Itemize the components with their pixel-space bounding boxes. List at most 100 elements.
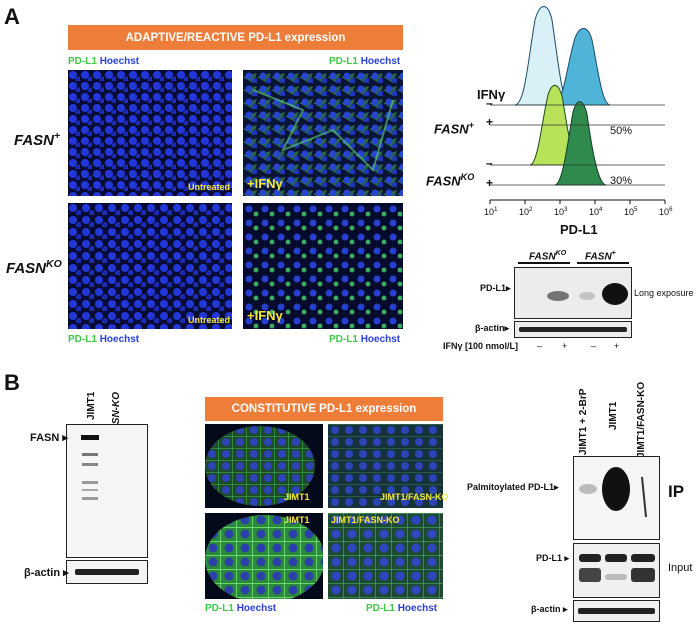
wb-lane-3: – (591, 341, 597, 351)
ip-pdl1-label: PD-L1 ▸ (536, 553, 570, 563)
band-palm-lane2 (602, 467, 630, 511)
row2-label-text: FASN (6, 260, 47, 277)
row-label-fasn-plus: FASN+ (14, 130, 60, 149)
flow-pct-50: 50% (610, 125, 633, 137)
micrograph-jimt1-bottom (205, 513, 323, 599)
stain-blue: Hoechst (236, 603, 277, 614)
wb-group-ko: FASNKO (529, 250, 567, 263)
label-untreated-2: Untreated (188, 315, 231, 325)
tile-label-2: JIMT1/FASN-KO (380, 492, 449, 502)
tick-label-4: 104 (589, 206, 603, 217)
row-label-fasn-ko: FASNKO (6, 258, 62, 277)
flow-pct-30: 30% (610, 175, 633, 187)
wb-lane-1: – (537, 341, 543, 351)
tick-label-6: 106 (659, 206, 673, 217)
stain-green: PD-L1 (68, 334, 97, 345)
wb-left-lane-jimt1: JIMT1 (86, 391, 97, 420)
tile-label-1: JIMT1 (284, 492, 310, 502)
flow-fasn-plus-text: FASN (434, 121, 469, 137)
stain-blue: Hoechst (360, 56, 401, 67)
wb-underline-1 (518, 262, 570, 264)
stain-green: PD-L1 (329, 56, 358, 67)
flow-plus-2: + (486, 176, 494, 190)
ip-input-label: Input (668, 562, 693, 574)
ip-lane-1: JIMT1 + 2-BrP (578, 388, 589, 455)
tick-label-5: 105 (624, 206, 638, 217)
stain-label-top-right: PD-L1 Hoechst (329, 56, 400, 67)
flow-fasn-ko-sup: KO (460, 172, 475, 182)
flow-cytometry-histogram (430, 0, 690, 225)
row2-label-sup: KO (46, 258, 62, 270)
hist-fasn-plus-ifn (554, 28, 611, 106)
stain-green: PD-L1 (68, 56, 97, 67)
flow-label-fasn-plus: FASN+ (434, 120, 474, 136)
wb-group-plus: FASN+ (585, 250, 616, 263)
wb-pdl1-label: PD-L1▸ (480, 283, 511, 293)
band-lane4 (602, 283, 628, 305)
tick-label-1: 101 (484, 206, 498, 217)
wb-pdl1-blot (514, 267, 632, 319)
wb-lane-4: + (614, 341, 620, 351)
row1-label-sup: + (54, 130, 61, 142)
wb-bactin-label: β-actin▸ (475, 323, 510, 333)
wb-ifn-dose: IFNγ [100 nmol/L] (443, 341, 519, 351)
label-ifn-1: +IFNγ (247, 176, 283, 191)
flow-fasn-plus-sup: + (468, 120, 474, 130)
micrograph-fasn-plus-ifn (243, 70, 403, 196)
wb-lane-2: + (562, 341, 568, 351)
hist-fasn-ko-ifn (554, 101, 607, 186)
band-lane3 (579, 292, 595, 300)
stain-label-b-left: PD-L1 Hoechst (205, 603, 276, 614)
stain-label-top-left: PD-L1 Hoechst (68, 56, 139, 67)
wb-left-bactin-label: β-actin ▸ (24, 567, 69, 579)
flow-minus-1: – (486, 96, 493, 110)
stain-green: PD-L1 (329, 334, 358, 345)
constitutive-banner: CONSTITUTIVE PD-L1 expression (205, 397, 443, 421)
micrograph-fasn-ko-untreated (68, 203, 232, 329)
micrograph-fasnko-bottom (328, 513, 443, 599)
wb-long-exposure: Long exposure (634, 288, 694, 298)
ip-bactin-label: β-actin ▸ (531, 604, 568, 614)
stain-blue: Hoechst (99, 334, 140, 345)
band-fasn (81, 435, 99, 440)
stain-green: PD-L1 (205, 603, 234, 614)
tile-label-4: JIMT1/FASN-KO (331, 515, 400, 525)
wb-left-fasn-label: FASN ▸ (30, 432, 68, 444)
tick-label-3: 103 (554, 206, 568, 217)
wb-left-bactin-blot (66, 560, 148, 584)
stain-label-bottom-right: PD-L1 Hoechst (329, 334, 400, 345)
row1-label-text: FASN (14, 132, 55, 149)
micrograph-fasnko-top (328, 424, 443, 508)
stain-label-b-right: PD-L1 Hoechst (366, 603, 437, 614)
hist-fasn-plus-untreated (514, 6, 571, 106)
label-untreated-1: Untreated (188, 182, 231, 192)
stain-label-bottom-left: PD-L1 Hoechst (68, 334, 139, 345)
stain-green: PD-L1 (366, 603, 395, 614)
ip-label: IP (668, 482, 685, 501)
stain-blue: Hoechst (360, 334, 401, 345)
tick-label-2: 102 (519, 206, 533, 217)
flow-minus-2: – (486, 156, 493, 170)
micrograph-fasn-ko-ifn (243, 203, 403, 329)
panel-letter-a: A (4, 4, 20, 29)
tile-label-3: JIMT1 (284, 515, 310, 525)
stain-blue: Hoechst (99, 56, 140, 67)
ip-palm-label: Palmitoylated PD-L1▸ (467, 482, 559, 492)
panel-letter-b: B (4, 370, 20, 395)
ip-lane-2: JIMT1 (608, 401, 619, 430)
micrograph-jimt1-top (205, 424, 323, 508)
adaptive-banner: ADAPTIVE/REACTIVE PD-L1 expression (68, 25, 403, 50)
wb-underline-2 (577, 262, 629, 264)
flow-ifn-label: IFNγ (477, 87, 506, 102)
band-lane2 (547, 291, 569, 301)
ip-input-blot (573, 543, 660, 598)
ip-lane-3: JIMT1/FASN-KO (636, 381, 647, 458)
ip-bactin-blot (573, 600, 660, 622)
wb-bactin-blot (514, 321, 632, 338)
stain-blue: Hoechst (397, 603, 438, 614)
ip-palm-blot (573, 456, 660, 540)
flow-fasn-ko-text: FASN (426, 173, 461, 189)
micrograph-fasn-plus-untreated (68, 70, 232, 196)
wb-left-fasn-blot (66, 424, 148, 558)
flow-plus-1: + (486, 115, 494, 129)
